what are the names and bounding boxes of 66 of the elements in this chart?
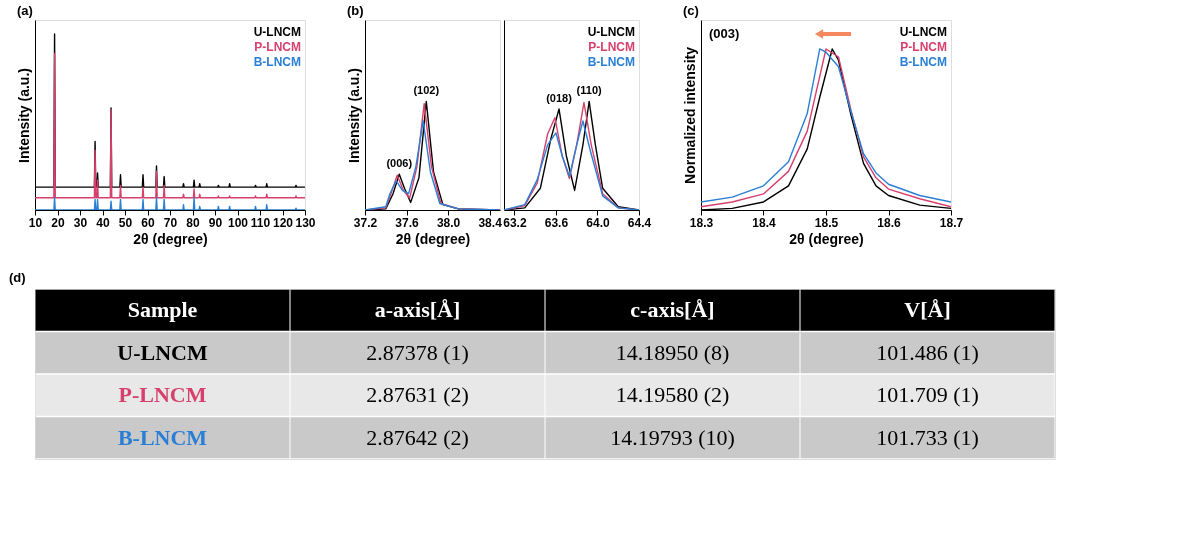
x-axis-title: 2θ (degree) [133, 230, 208, 247]
text: 14.19580 (2) [615, 382, 730, 408]
y-axis-title: Normalized intensity [681, 46, 698, 184]
text: 101.709 (1) [876, 382, 979, 408]
category-label: c-axis[Å] [630, 297, 715, 323]
text: 14.19793 (10) [610, 424, 735, 450]
text: (d) [9, 270, 26, 285]
text: P-LNCM [588, 40, 635, 54]
text: B-LNCM [899, 55, 947, 69]
text: 2.87378 (1) [366, 339, 469, 365]
text: (003) [709, 26, 740, 41]
text: 14.18950 (8) [615, 339, 730, 365]
annotation: (018) [546, 92, 573, 105]
text: Sample [127, 297, 198, 323]
x-tick-label: 18.6 [877, 215, 901, 230]
category-label: a-axis[Å] [374, 297, 461, 323]
text: U-LNCM [899, 25, 947, 39]
x-tick-label: 37.2 [353, 215, 378, 230]
x-tick-label: 50 [118, 215, 133, 230]
x-tick-label: 60 [141, 215, 155, 230]
y-axis-title: Intensity (a.u.) [345, 68, 362, 163]
chart-title: (a) [17, 3, 33, 18]
x-tick-label: 130 [295, 215, 316, 230]
chart-title: (c) [683, 3, 699, 18]
text: 2.87642 (2) [366, 424, 469, 450]
x-tick-label: 18.4 [752, 215, 776, 230]
text: P-LNCM [900, 40, 947, 54]
text: P-LNCM [254, 40, 301, 54]
text: 2.87631 (2) [366, 382, 469, 408]
x-tick-label: 90 [208, 215, 223, 230]
x-axis-title: 2θ (degree) [789, 230, 864, 247]
category-label: V[Å] [904, 297, 951, 323]
x-tick-label: 18.7 [939, 215, 964, 230]
annotation: (102) [413, 84, 440, 97]
x-tick-label: 18.3 [689, 215, 714, 230]
text: B-LNCM [253, 55, 301, 69]
text: U-LNCM [587, 25, 635, 39]
x-tick-label: 40 [96, 215, 110, 230]
x-tick-label: 38.0 [436, 215, 461, 230]
x-axis-title: 2θ (degree) [395, 230, 471, 247]
text: 101.733 (1) [876, 424, 979, 450]
category-label: P-LNCM [118, 382, 207, 408]
x-tick-label: 120 [272, 215, 294, 230]
text: U-LNCM [253, 25, 301, 39]
annotation: (006) [386, 157, 413, 170]
x-tick-label: 10 [28, 215, 43, 230]
text: B-LNCM [587, 55, 635, 69]
x-tick-label: 80 [186, 215, 200, 230]
x-tick-label: 70 [163, 215, 178, 230]
x-tick-label: 64.0 [586, 215, 610, 230]
x-tick-label: 18.5 [814, 215, 839, 230]
x-tick-label: 20 [51, 215, 65, 230]
category-label: U-LNCM [117, 339, 208, 365]
x-tick-label: 30 [73, 215, 88, 230]
y-axis-title: Intensity (a.u.) [15, 68, 32, 163]
text: 101.486 (1) [876, 339, 979, 365]
annotation: (110) [576, 84, 603, 97]
x-tick-label: 64.4 [627, 215, 652, 230]
x-tick-label: 38.4 [478, 215, 503, 230]
x-tick-label: 110 [250, 215, 271, 230]
x-tick-label: 63.2 [503, 215, 527, 230]
x-tick-label: 63.6 [544, 215, 569, 230]
category-label: B-LNCM [117, 424, 208, 450]
x-tick-label: 100 [227, 215, 249, 230]
chart-title: (b) [347, 3, 364, 18]
x-tick-label: 37.6 [395, 215, 420, 230]
